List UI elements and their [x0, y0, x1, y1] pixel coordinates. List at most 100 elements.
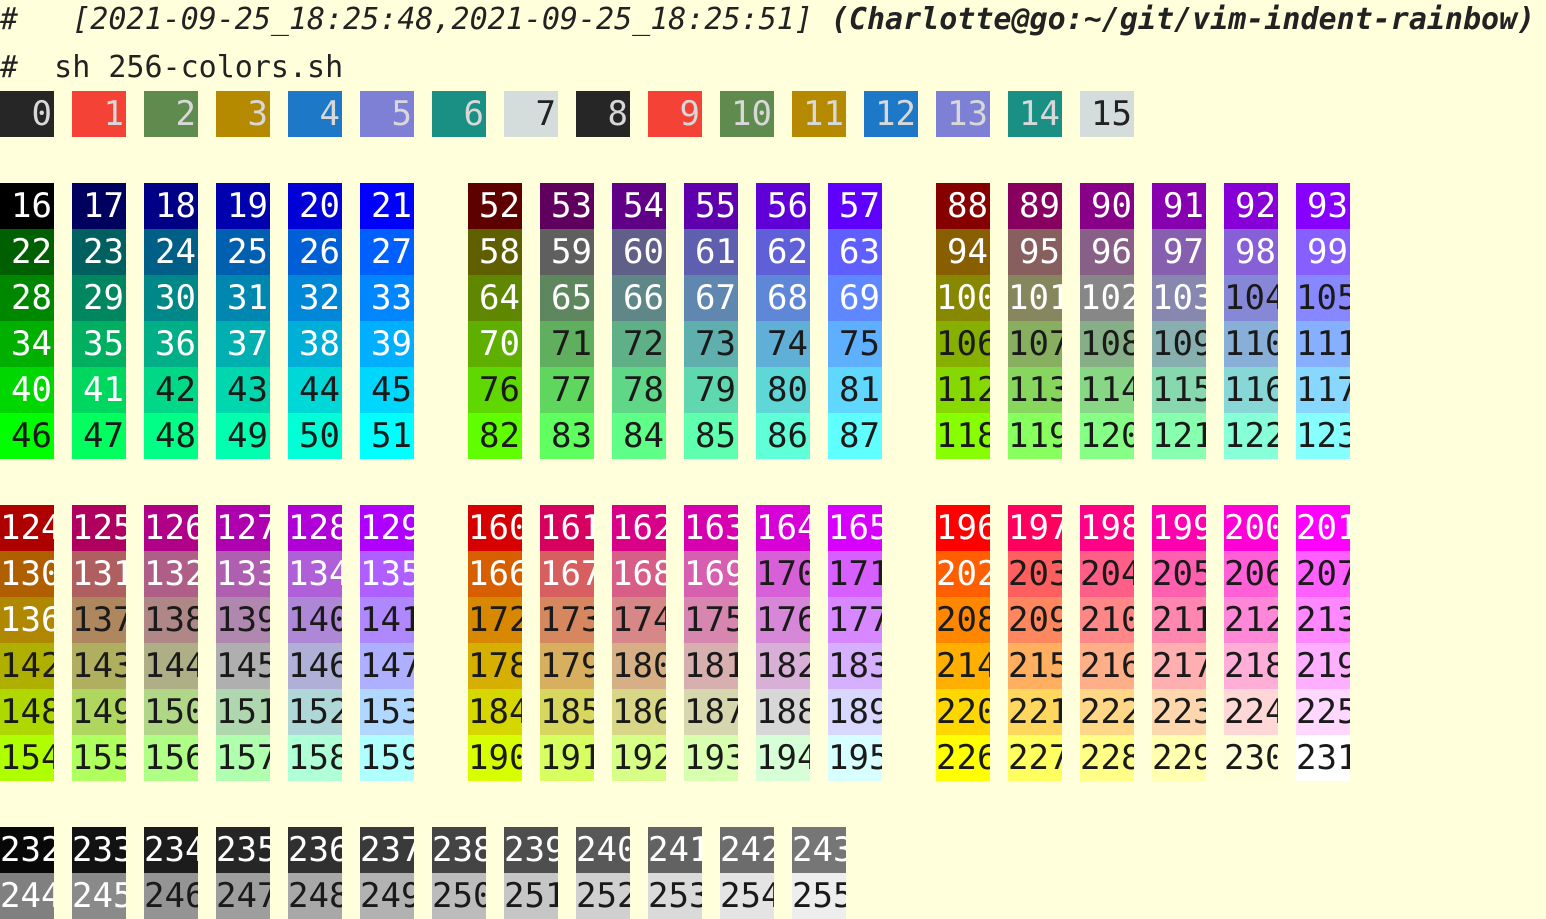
color-cell-69: 69: [828, 275, 882, 321]
color-cell-79: 79: [684, 367, 738, 413]
color-cell-148: 148: [0, 689, 54, 735]
color-cell-81: 81: [828, 367, 882, 413]
color-cell-107: 107: [1008, 321, 1062, 367]
color-cell-85: 85: [684, 413, 738, 459]
color-cell-25: 25: [216, 229, 270, 275]
color-cell-112: 112: [936, 367, 990, 413]
color-cell-118: 118: [936, 413, 990, 459]
color-cell-108: 108: [1080, 321, 1134, 367]
color-cell-239: 239: [504, 827, 558, 873]
color-cell-217: 217: [1152, 643, 1206, 689]
color-cell-59: 59: [540, 229, 594, 275]
color-cell-248: 248: [288, 873, 342, 919]
color-cell-209: 209: [1008, 597, 1062, 643]
color-cell-116: 116: [1224, 367, 1278, 413]
color-cell-236: 236: [288, 827, 342, 873]
color-cell-199: 199: [1152, 505, 1206, 551]
color-cell-216: 216: [1080, 643, 1134, 689]
color-cell-70: 70: [468, 321, 522, 367]
color-cell-97: 97: [1152, 229, 1206, 275]
color-cell-170: 170: [756, 551, 810, 597]
color-cell-139: 139: [216, 597, 270, 643]
color-cell-143: 143: [72, 643, 126, 689]
color-cell-142: 142: [0, 643, 54, 689]
color-cell-26: 26: [288, 229, 342, 275]
color-cell-190: 190: [468, 735, 522, 781]
color-cell-48: 48: [144, 413, 198, 459]
color-cell-165: 165: [828, 505, 882, 551]
color-cell-11: 11: [792, 91, 846, 137]
color-cell-111: 111: [1296, 321, 1350, 367]
color-cell-194: 194: [756, 735, 810, 781]
color-cell-136: 136: [0, 597, 54, 643]
color-cell-161: 161: [540, 505, 594, 551]
color-cell-21: 21: [360, 183, 414, 229]
color-cell-23: 23: [72, 229, 126, 275]
color-cell-233: 233: [72, 827, 126, 873]
color-cell-163: 163: [684, 505, 738, 551]
color-cell-177: 177: [828, 597, 882, 643]
color-cell-62: 62: [756, 229, 810, 275]
color-cell-123: 123: [1296, 413, 1350, 459]
color-cell-208: 208: [936, 597, 990, 643]
color-cell-168: 168: [612, 551, 666, 597]
color-cell-254: 254: [720, 873, 774, 919]
color-cell-253: 253: [648, 873, 702, 919]
color-cell-45: 45: [360, 367, 414, 413]
color-cell-145: 145: [216, 643, 270, 689]
prompt-context: (Charlotte@go:~/git/vim-indent-rainbow): [830, 2, 1536, 37]
color-cell-14: 14: [1008, 91, 1062, 137]
color-cell-154: 154: [0, 735, 54, 781]
color-cell-17: 17: [72, 183, 126, 229]
color-cell-38: 38: [288, 321, 342, 367]
color-cell-110: 110: [1224, 321, 1278, 367]
color-cell-115: 115: [1152, 367, 1206, 413]
color-cell-2: 2: [144, 91, 198, 137]
color-cell-93: 93: [1296, 183, 1350, 229]
color-cell-153: 153: [360, 689, 414, 735]
color-cell-6: 6: [432, 91, 486, 137]
color-cell-58: 58: [468, 229, 522, 275]
color-cell-193: 193: [684, 735, 738, 781]
color-cell-31: 31: [216, 275, 270, 321]
color-cell-162: 162: [612, 505, 666, 551]
color-cell-0: 0: [0, 91, 54, 137]
color-cell-251: 251: [504, 873, 558, 919]
color-cell-222: 222: [1080, 689, 1134, 735]
color-cell-37: 37: [216, 321, 270, 367]
color-cell-231: 231: [1296, 735, 1350, 781]
color-cell-96: 96: [1080, 229, 1134, 275]
color-cell-192: 192: [612, 735, 666, 781]
color-cell-184: 184: [468, 689, 522, 735]
color-cell-105: 105: [1296, 275, 1350, 321]
color-cell-53: 53: [540, 183, 594, 229]
color-cell-5: 5: [360, 91, 414, 137]
color-cell-1: 1: [72, 91, 126, 137]
command-line: # sh 256-colors.sh: [0, 48, 343, 88]
color-cell-214: 214: [936, 643, 990, 689]
color-cell-255: 255: [792, 873, 846, 919]
color-cell-57: 57: [828, 183, 882, 229]
color-cell-102: 102: [1080, 275, 1134, 321]
color-cell-150: 150: [144, 689, 198, 735]
color-cell-74: 74: [756, 321, 810, 367]
color-cell-106: 106: [936, 321, 990, 367]
color-cell-7: 7: [504, 91, 558, 137]
color-cell-40: 40: [0, 367, 54, 413]
prompt-header: # [2021-09-25_18:25:48,2021-09-25_18:25:…: [0, 0, 1535, 40]
color-cell-225: 225: [1296, 689, 1350, 735]
color-cell-240: 240: [576, 827, 630, 873]
color-cell-92: 92: [1224, 183, 1278, 229]
color-cell-27: 27: [360, 229, 414, 275]
color-cell-134: 134: [288, 551, 342, 597]
color-cell-249: 249: [360, 873, 414, 919]
color-cell-200: 200: [1224, 505, 1278, 551]
color-cell-9: 9: [648, 91, 702, 137]
color-cell-117: 117: [1296, 367, 1350, 413]
color-cell-164: 164: [756, 505, 810, 551]
color-cell-181: 181: [684, 643, 738, 689]
color-cell-76: 76: [468, 367, 522, 413]
color-cell-72: 72: [612, 321, 666, 367]
color-cell-20: 20: [288, 183, 342, 229]
color-cell-197: 197: [1008, 505, 1062, 551]
